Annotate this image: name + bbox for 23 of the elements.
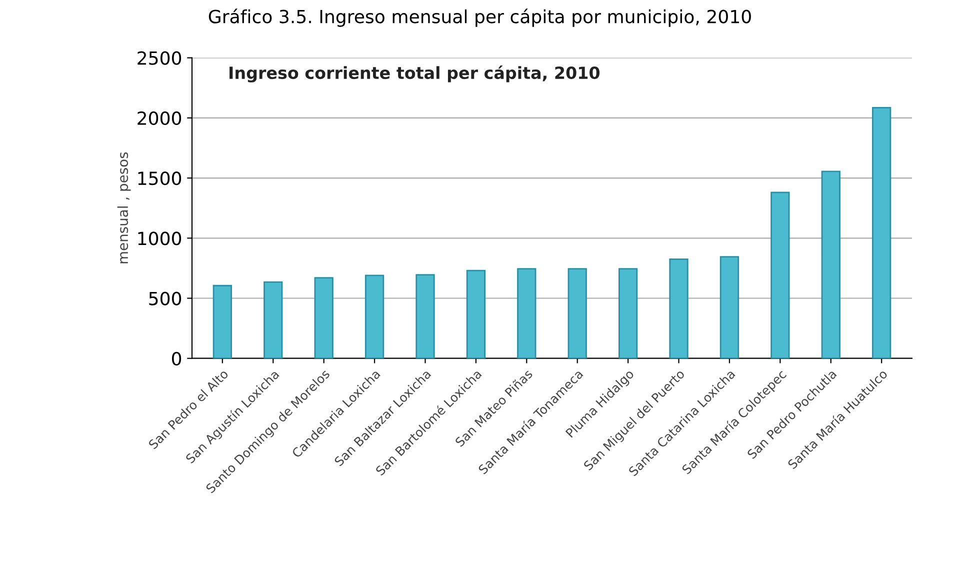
y-tick-label: 500 — [149, 292, 182, 306]
annotation: Ingreso corriente total per cápita, 2010 — [230, 66, 600, 82]
bar — [466, 270, 486, 358]
y-tick-label: 1500 — [138, 171, 182, 186]
bar — [669, 258, 688, 358]
y-tick-label: 2500 — [138, 51, 182, 65]
bar — [212, 284, 232, 358]
chart-title: Gráfico 3.5. Ingreso mensual per cápita por municipio, 2010 — [208, 8, 751, 27]
y-axis-title: mensual , pesos — [117, 152, 131, 264]
bar — [720, 256, 740, 358]
bar — [568, 268, 587, 358]
bar — [770, 192, 790, 358]
bar — [872, 107, 892, 358]
bar — [416, 274, 435, 358]
bar — [821, 170, 840, 358]
y-tick-label: 0 — [172, 352, 182, 366]
bar — [517, 268, 536, 358]
bar — [364, 274, 384, 358]
y-tick-label: 2000 — [138, 111, 182, 126]
bar — [264, 281, 283, 358]
bar — [314, 277, 334, 358]
y-tick-label: 1000 — [138, 232, 182, 246]
bar — [618, 268, 638, 358]
